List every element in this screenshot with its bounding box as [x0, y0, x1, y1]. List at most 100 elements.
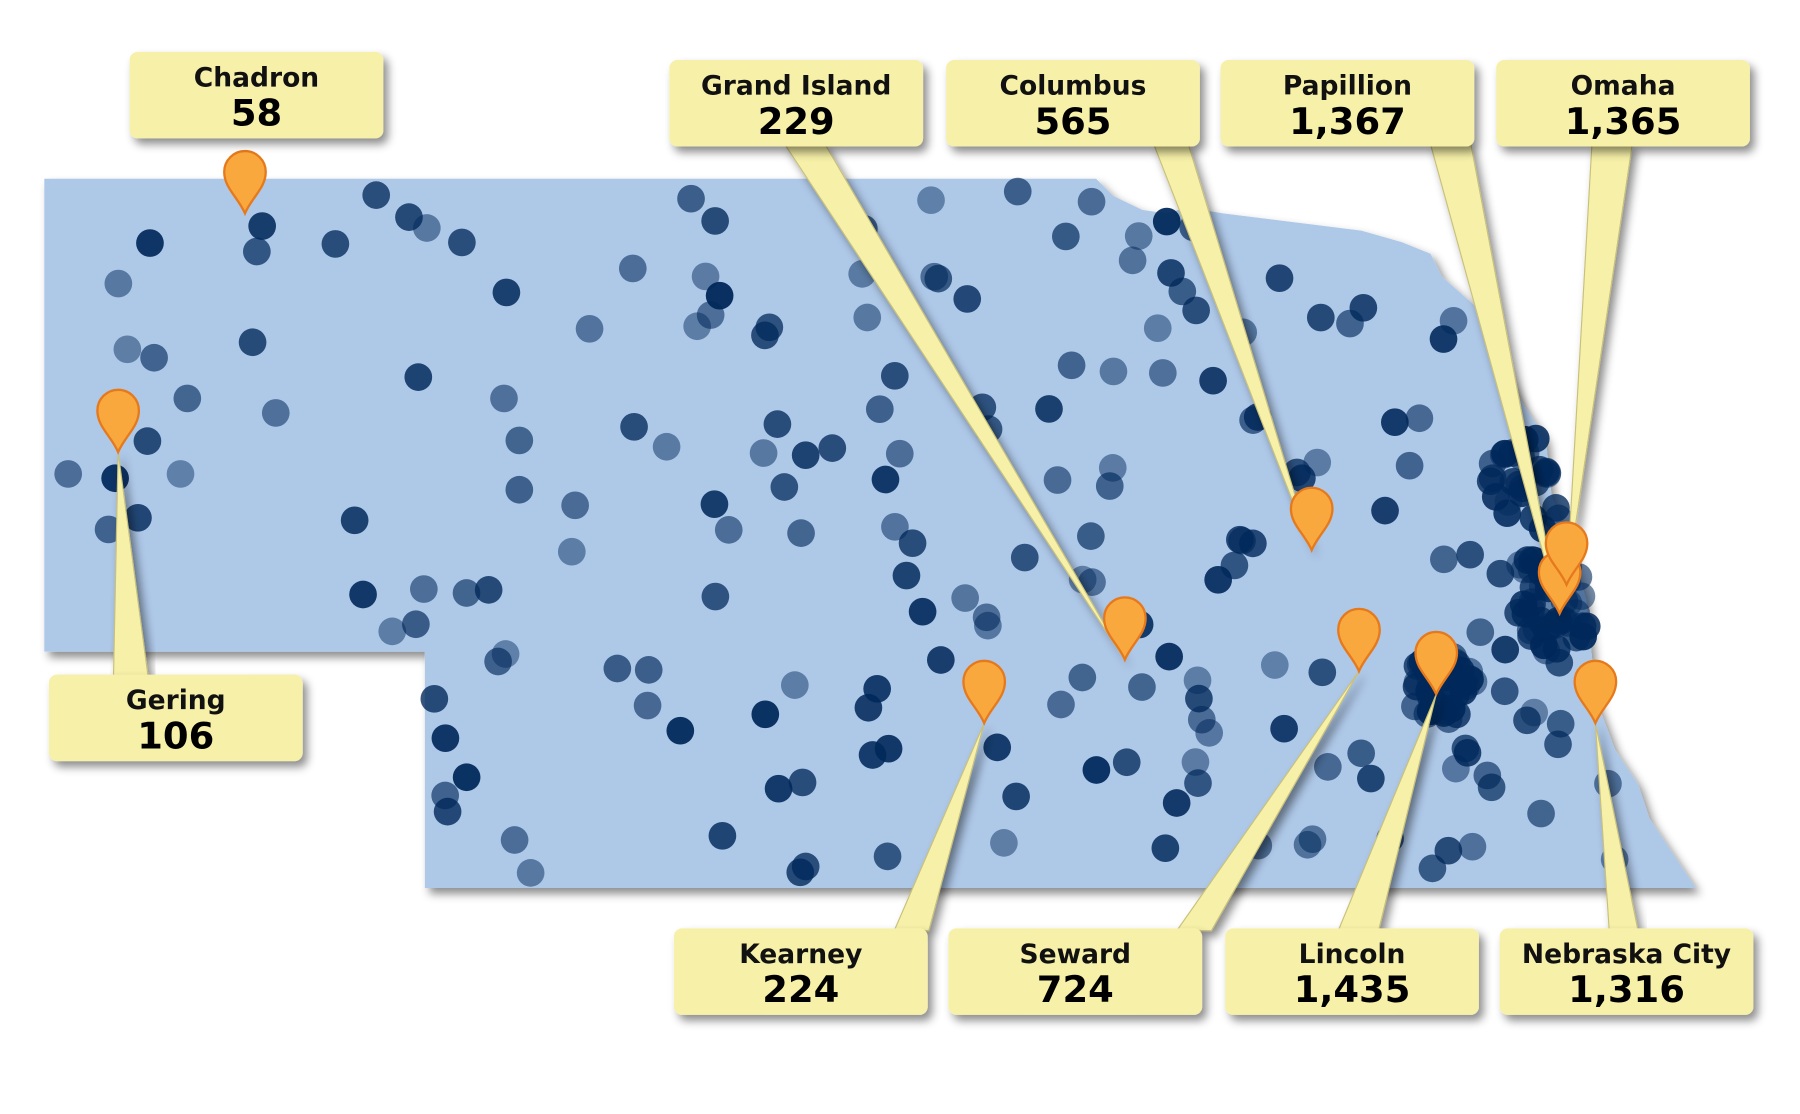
dot — [1118, 246, 1147, 275]
dot — [395, 203, 423, 231]
dot — [1057, 351, 1086, 380]
callout-box — [1220, 59, 1475, 147]
place-name: Columbus — [1000, 71, 1147, 102]
dot — [1542, 494, 1570, 522]
dot — [1112, 748, 1141, 777]
dot — [1082, 756, 1111, 784]
dot — [1148, 359, 1177, 387]
place-name: Nebraska City — [1522, 939, 1731, 970]
dot — [404, 363, 433, 391]
place-count: 1,435 — [1294, 968, 1411, 1011]
dot — [780, 671, 809, 699]
dots — [54, 177, 1629, 887]
dot — [1162, 789, 1191, 817]
pin — [223, 149, 267, 217]
dot — [448, 228, 476, 257]
dot — [701, 582, 730, 611]
dot — [1489, 440, 1518, 469]
pin — [1289, 486, 1334, 554]
dot — [173, 384, 202, 413]
dot — [402, 610, 430, 639]
dot — [701, 207, 729, 235]
dot — [1035, 395, 1063, 423]
dot — [666, 716, 695, 745]
dot — [1516, 616, 1545, 645]
dot — [484, 647, 512, 676]
dot — [378, 617, 407, 646]
pointers — [112, 143, 1639, 932]
dot — [1128, 673, 1156, 701]
pin — [1337, 607, 1381, 675]
dot — [1010, 543, 1039, 572]
dot — [1099, 357, 1128, 386]
place-name: Seward — [1020, 939, 1132, 970]
dot — [1405, 404, 1434, 433]
dot — [974, 611, 1002, 640]
dot — [431, 724, 460, 753]
dot — [452, 763, 481, 792]
callout-box — [669, 59, 924, 147]
dot — [1098, 454, 1127, 482]
dot — [491, 640, 520, 668]
dot — [1047, 690, 1075, 719]
dot — [101, 464, 129, 493]
pin — [962, 659, 1007, 726]
dot — [1308, 658, 1337, 687]
pin — [96, 388, 141, 455]
dot — [764, 774, 793, 803]
dot — [696, 301, 725, 329]
dot — [575, 314, 604, 343]
dot — [505, 426, 534, 455]
dot — [1442, 754, 1470, 783]
dot — [1491, 635, 1520, 664]
dot — [1077, 522, 1105, 550]
dot — [1458, 832, 1487, 861]
dot — [340, 506, 369, 535]
dot — [1476, 467, 1505, 496]
dot — [1336, 309, 1364, 338]
dot — [1293, 830, 1322, 859]
dot — [113, 335, 142, 364]
dot — [788, 768, 817, 797]
dot — [677, 184, 705, 213]
dot — [1314, 753, 1342, 781]
dot — [1434, 836, 1463, 865]
dot — [94, 515, 123, 544]
dot — [1068, 663, 1097, 692]
dot — [818, 434, 847, 462]
dot — [1182, 296, 1210, 325]
dot — [433, 797, 462, 826]
place-name: Omaha — [1571, 71, 1676, 102]
dot — [700, 490, 729, 519]
dot — [1418, 854, 1447, 883]
dot — [490, 384, 518, 413]
place-count: 1,367 — [1289, 100, 1406, 143]
dot — [1124, 222, 1153, 250]
pin — [1102, 596, 1147, 663]
dot — [620, 412, 648, 441]
dot — [452, 579, 481, 607]
dot — [1265, 264, 1294, 292]
pin — [1573, 659, 1618, 726]
dot — [990, 829, 1018, 857]
dot — [54, 460, 83, 488]
dot — [1429, 325, 1458, 353]
dot — [1143, 314, 1172, 343]
place-count: 229 — [758, 100, 835, 143]
dot — [1493, 499, 1522, 528]
pin — [1544, 521, 1589, 588]
dot — [1002, 782, 1030, 811]
pins — [96, 149, 1618, 726]
callout-box — [1225, 928, 1479, 1015]
place-name: Grand Island — [701, 71, 891, 102]
place-name: Chadron — [194, 62, 319, 93]
dot — [1527, 799, 1555, 828]
dot — [362, 181, 391, 209]
dot — [1068, 565, 1097, 594]
dot — [166, 460, 195, 488]
